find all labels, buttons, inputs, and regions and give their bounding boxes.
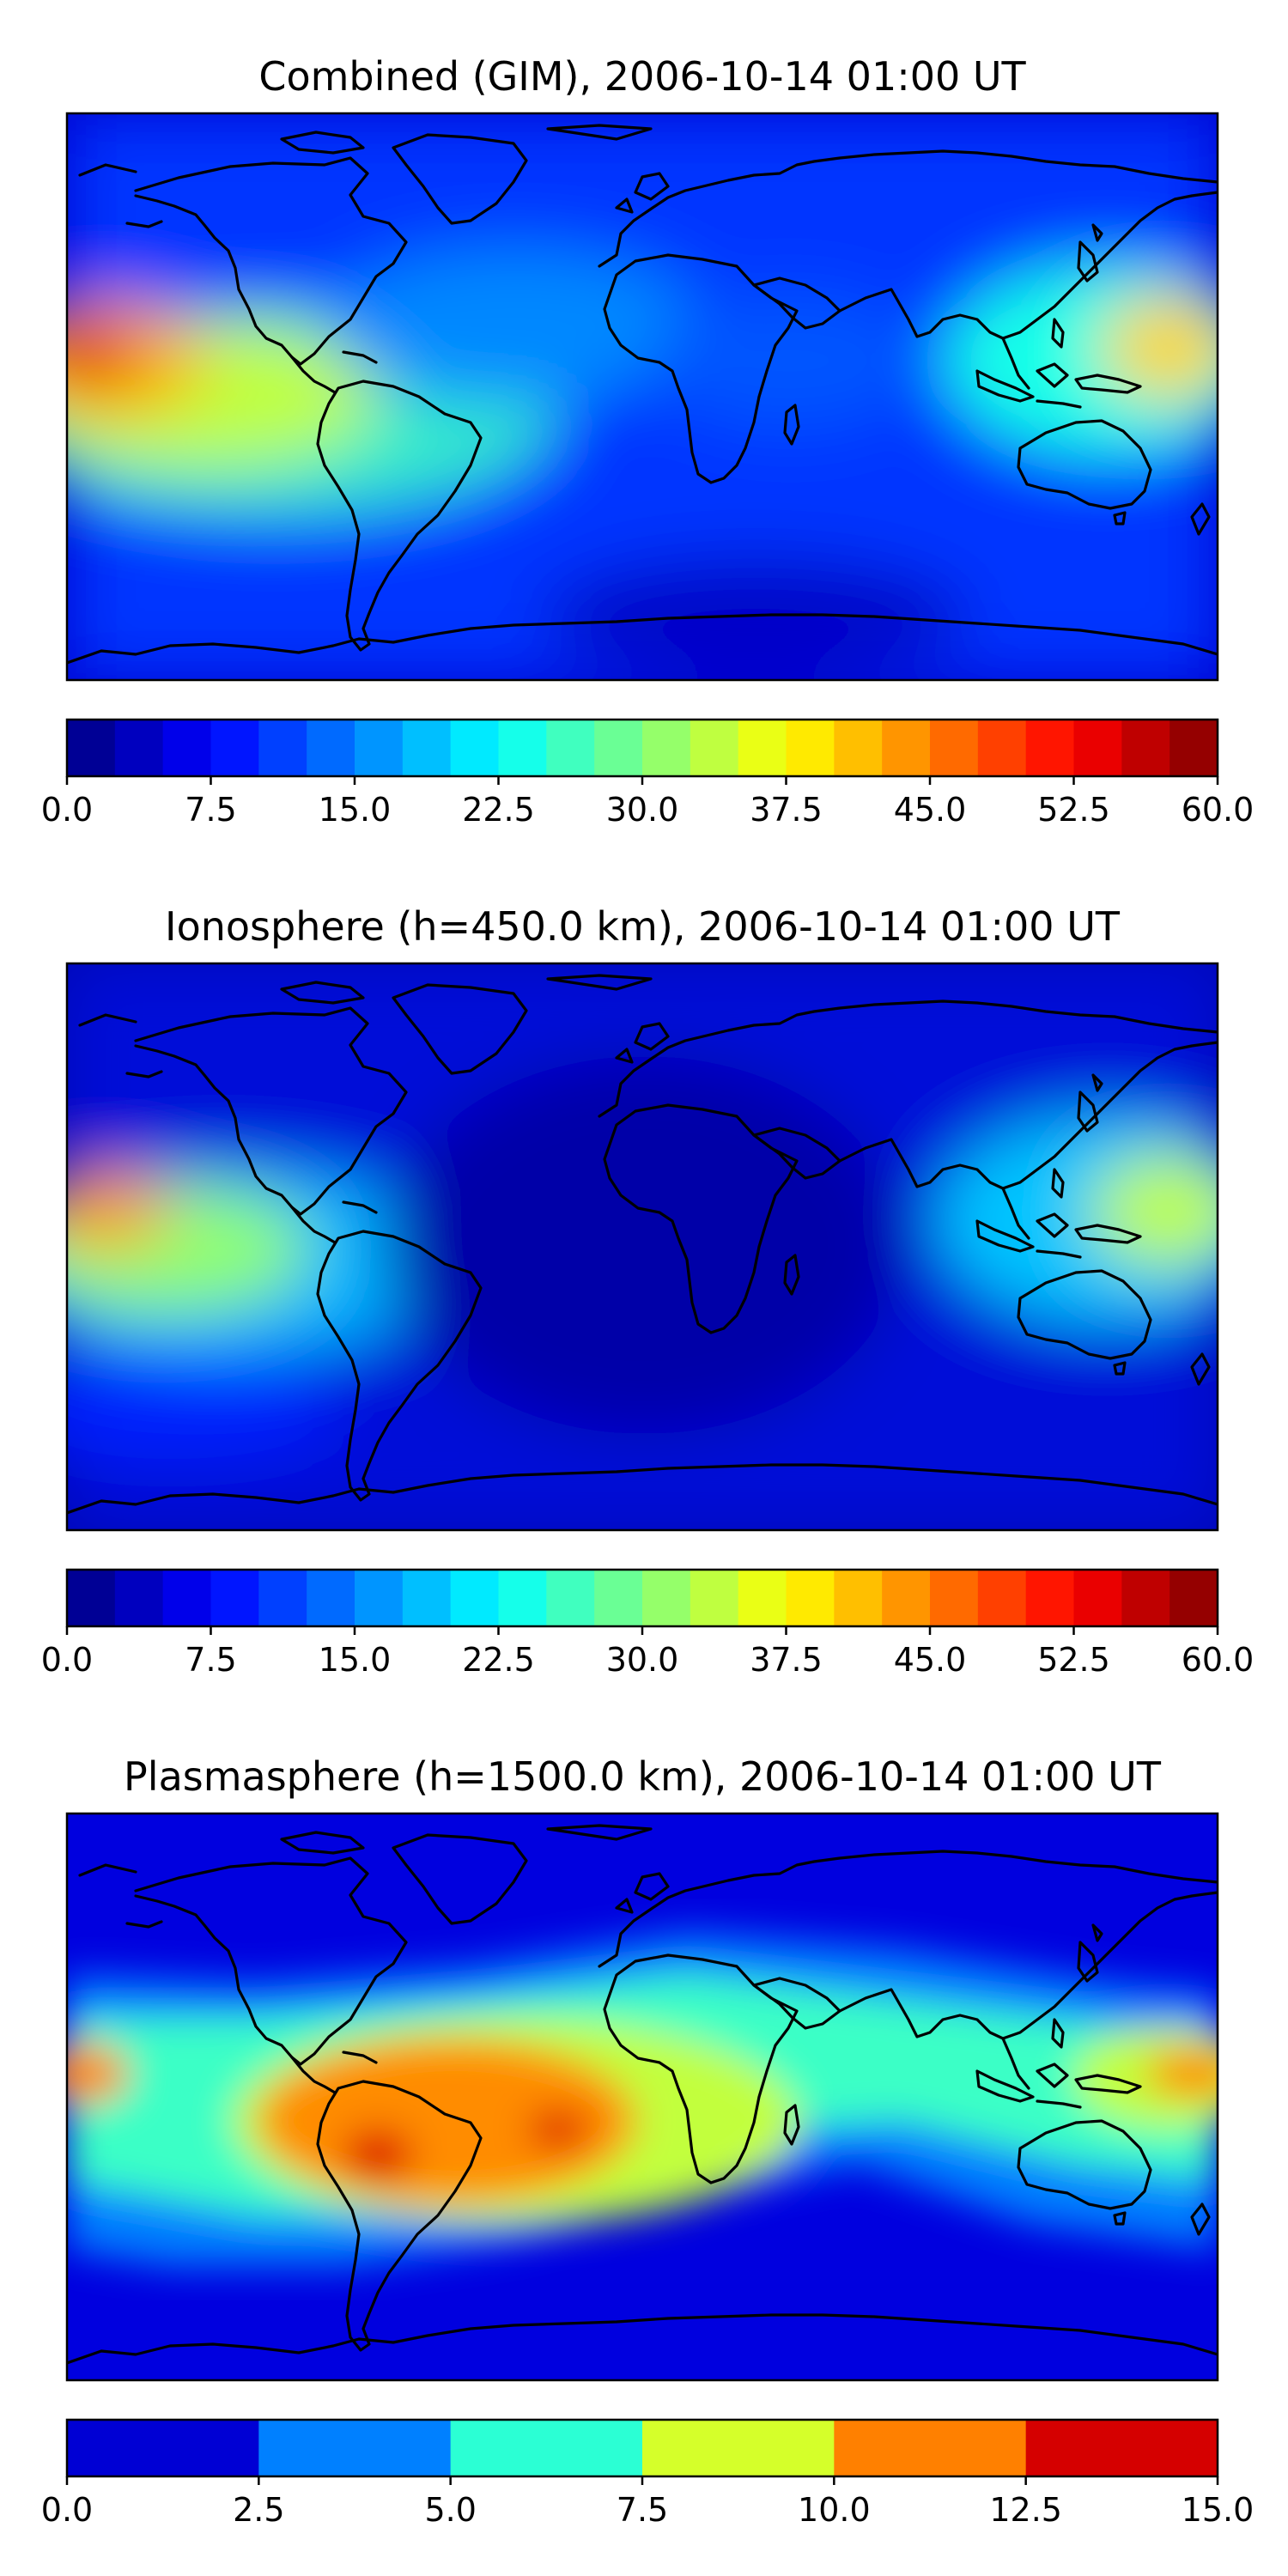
colorbar-tick-label: 52.5: [1037, 1641, 1110, 1679]
colorbar-swatch: [642, 720, 691, 776]
colorbar-swatch: [930, 1570, 979, 1626]
colorbar-swatch: [690, 720, 739, 776]
colorbar-swatch: [977, 720, 1027, 776]
colorbar-swatch: [114, 1570, 164, 1626]
colorbar-swatch: [402, 720, 452, 776]
colorbar-tick-label: 22.5: [462, 791, 535, 829]
colorbar-swatch: [402, 1570, 452, 1626]
colorbar-swatch: [162, 720, 212, 776]
colorbar-tick-label: 7.5: [617, 2491, 668, 2529]
colorbar-swatch: [546, 720, 595, 776]
colorbar-tick-label: 0.0: [41, 2491, 93, 2529]
colorbar-swatch: [786, 720, 835, 776]
colorbar-swatch: [882, 720, 931, 776]
colorbar-tick-label: 37.5: [750, 1641, 823, 1679]
colorbar-swatch: [258, 720, 307, 776]
map-ionosphere: [67, 963, 1218, 1530]
colorbar-tick-label: 52.5: [1037, 791, 1110, 829]
colorbar-swatch: [1121, 1570, 1170, 1626]
colorbar-tick-label: 37.5: [750, 791, 823, 829]
colorbar-swatch: [834, 2420, 1027, 2476]
colorbar-swatch: [738, 720, 787, 776]
colorbar-tick-label: 7.5: [185, 1641, 236, 1679]
colorbar-tick-label: 12.5: [989, 2491, 1062, 2529]
colorbar-swatch: [450, 2420, 643, 2476]
colorbar-swatch: [1025, 720, 1075, 776]
colorbar-swatch: [1025, 2420, 1218, 2476]
colorbar-swatch: [1170, 720, 1218, 776]
colorbar-swatch: [498, 1570, 547, 1626]
colorbar-swatch: [594, 1570, 643, 1626]
colorbar-swatch: [307, 1570, 355, 1626]
colorbar-tick-label: 7.5: [185, 791, 236, 829]
colorbar-swatch: [67, 1570, 116, 1626]
colorbar-swatch: [258, 1570, 307, 1626]
colorbar-swatch: [786, 1570, 835, 1626]
colorbar-swatch: [450, 1570, 500, 1626]
colorbar-tick-label: 22.5: [462, 1641, 535, 1679]
colorbar-swatch: [977, 1570, 1027, 1626]
colorbar-tick-label: 45.0: [894, 1641, 967, 1679]
colorbar-swatch: [546, 1570, 595, 1626]
colorbar-swatch: [114, 720, 164, 776]
colorbar-swatch: [594, 720, 643, 776]
colorbar-swatch: [834, 1570, 883, 1626]
colorbar-swatch: [1073, 1570, 1122, 1626]
panel-title-combined: Combined (GIM), 2006-10-14 01:00 UT: [258, 53, 1026, 100]
colorbar-tick-label: 30.0: [606, 791, 679, 829]
colorbar-tick-label: 10.0: [798, 2491, 871, 2529]
colorbar-tick-label: 15.0: [1182, 2491, 1255, 2529]
colorbar-swatch: [67, 720, 116, 776]
colorbar-tick-label: 60.0: [1182, 1641, 1255, 1679]
panel-combined: Combined (GIM), 2006-10-14 01:00 UT 0.0 7…: [41, 53, 1255, 829]
map-plasmasphere: [67, 1814, 1218, 2380]
colorbar-swatch: [355, 720, 404, 776]
colorbar-swatch: [1121, 720, 1170, 776]
colorbar-swatch: [642, 1570, 691, 1626]
panel-title-plasmasphere: Plasmasphere (h=1500.0 km), 2006-10-14 0…: [124, 1753, 1162, 1800]
colorbar-swatch: [210, 720, 259, 776]
colorbar-ionosphere: 0.0 7.5 15.0 22.5 30.0 37.5 45.0 52.5 60.0: [41, 1568, 1255, 1679]
panel-title-ionosphere: Ionosphere (h=450.0 km), 2006-10-14 01:0…: [165, 903, 1121, 950]
colorbar-swatch: [307, 720, 355, 776]
colorbar-tick-label: 30.0: [606, 1641, 679, 1679]
colorbar-swatch: [450, 720, 500, 776]
colorbar-tick-label: 15.0: [319, 791, 392, 829]
colorbar-swatch: [498, 720, 547, 776]
colorbar-swatch: [67, 2420, 259, 2476]
colorbar-tick-label: 0.0: [41, 791, 93, 829]
colorbar-tick-label: 15.0: [319, 1641, 392, 1679]
colorbar-tick-label: 5.0: [424, 2491, 476, 2529]
colorbar-combined: 0.0 7.5 15.0 22.5 30.0 37.5 45.0 52.5 60.0: [41, 718, 1255, 829]
colorbar-swatch: [355, 1570, 404, 1626]
colorbar-swatch: [642, 2420, 835, 2476]
colorbar-swatch: [1025, 1570, 1075, 1626]
colorbar-swatch: [882, 1570, 931, 1626]
colorbar-swatch: [930, 720, 979, 776]
panel-plasmasphere: Plasmasphere (h=1500.0 km), 2006-10-14 0…: [41, 1753, 1255, 2529]
colorbar-swatch: [258, 2420, 452, 2476]
colorbar-swatch: [834, 720, 883, 776]
colorbar-plasmasphere: 0.0 2.5 5.0 7.5 10.0 12.5 15.0: [41, 2418, 1255, 2529]
colorbar-swatch: [690, 1570, 739, 1626]
colorbar-tick-label: 2.5: [233, 2491, 284, 2529]
colorbar-swatch: [1073, 720, 1122, 776]
colorbar-swatch: [162, 1570, 212, 1626]
colorbar-swatch: [210, 1570, 259, 1626]
colorbar-tick-label: 60.0: [1182, 791, 1255, 829]
map-combined: [67, 113, 1218, 680]
panel-ionosphere: Ionosphere (h=450.0 km), 2006-10-14 01:0…: [41, 903, 1255, 1679]
colorbar-swatch: [738, 1570, 787, 1626]
colorbar-swatch: [1170, 1570, 1218, 1626]
colorbar-tick-label: 0.0: [41, 1641, 93, 1679]
colorbar-tick-label: 45.0: [894, 791, 967, 829]
